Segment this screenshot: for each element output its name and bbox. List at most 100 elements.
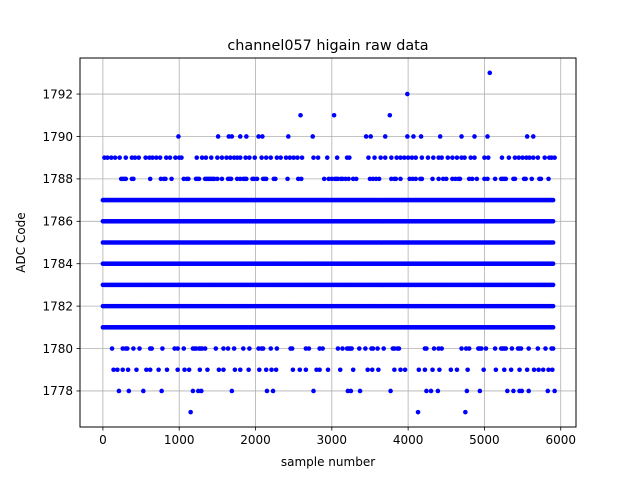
data-point	[487, 70, 493, 76]
data-point	[536, 367, 541, 373]
data-point	[270, 388, 276, 394]
data-point	[419, 155, 425, 160]
data-point	[538, 176, 544, 182]
data-point	[317, 367, 322, 373]
data-point	[512, 176, 518, 182]
data-point	[159, 388, 164, 394]
data-point	[376, 367, 381, 373]
data-point	[466, 346, 472, 351]
data-point	[382, 155, 388, 160]
data-point	[205, 367, 210, 373]
data-point	[450, 155, 455, 160]
data-point	[506, 155, 512, 160]
data-point	[436, 176, 441, 182]
y-tick-label: 1782	[42, 299, 73, 313]
data-point	[462, 155, 467, 160]
data-point	[120, 367, 126, 373]
data-point	[115, 367, 120, 373]
data-point	[264, 388, 270, 394]
data-point	[346, 176, 351, 182]
y-tick-label: 1778	[42, 384, 73, 398]
data-point	[402, 367, 408, 373]
data-point	[123, 155, 129, 160]
data-point	[431, 155, 436, 160]
data-point	[512, 155, 518, 160]
data-point	[252, 155, 258, 160]
data-point	[306, 346, 312, 351]
data-point	[411, 134, 416, 139]
data-point	[229, 388, 235, 394]
data-point	[531, 367, 537, 373]
data-point	[244, 134, 249, 139]
data-point	[413, 176, 419, 182]
data-point	[298, 112, 303, 118]
data-point	[485, 176, 490, 182]
data-point	[169, 176, 174, 182]
data-point	[463, 409, 468, 415]
data-point	[244, 176, 249, 182]
x-axis-label: sample number	[281, 455, 375, 469]
data-point	[290, 367, 296, 373]
data-point	[511, 388, 516, 394]
data-point	[246, 367, 251, 373]
data-point	[109, 346, 115, 351]
data-point	[303, 367, 309, 373]
y-tick-label: 1788	[42, 172, 73, 186]
data-point	[116, 388, 122, 394]
data-point	[173, 155, 178, 160]
x-tick-label: 4000	[393, 433, 424, 447]
data-point	[543, 346, 548, 351]
data-point	[131, 346, 136, 351]
data-point	[503, 176, 509, 182]
data-point	[299, 155, 305, 160]
data-point	[472, 134, 477, 139]
data-point	[424, 346, 429, 351]
data-point	[550, 346, 556, 351]
data-point	[274, 155, 280, 160]
data-point	[366, 155, 371, 160]
data-point	[393, 176, 399, 182]
data-point	[526, 346, 531, 351]
data-point	[286, 134, 291, 139]
data-point	[143, 155, 148, 160]
data-point	[175, 367, 180, 373]
data-point	[409, 155, 415, 160]
data-point	[247, 155, 252, 160]
data-point	[363, 134, 369, 139]
data-point	[419, 176, 425, 182]
data-point	[378, 155, 383, 160]
data-points	[100, 70, 557, 415]
data-point	[472, 155, 477, 160]
data-point	[311, 388, 316, 394]
data-point	[197, 367, 203, 373]
data-point	[263, 367, 269, 373]
data-point	[524, 367, 530, 373]
data-point	[274, 346, 280, 351]
data-point	[141, 388, 146, 394]
data-point	[550, 367, 555, 373]
data-point	[298, 176, 304, 182]
data-point	[263, 155, 269, 160]
data-point	[503, 346, 509, 351]
data-point	[263, 176, 269, 182]
data-point	[542, 155, 548, 160]
data-point	[372, 155, 377, 160]
y-tick-label: 1792	[42, 87, 73, 101]
data-point	[518, 346, 524, 351]
data-point	[524, 134, 530, 139]
data-point	[552, 155, 557, 160]
x-tick-label: 1000	[164, 433, 195, 447]
data-point	[416, 367, 422, 373]
data-point	[523, 176, 528, 182]
data-point	[396, 346, 402, 351]
data-point	[269, 367, 274, 373]
data-point	[550, 282, 556, 288]
data-point	[231, 346, 237, 351]
data-point	[368, 134, 374, 139]
data-point	[443, 176, 449, 182]
data-point	[297, 367, 303, 373]
data-point	[112, 155, 118, 160]
data-point	[219, 176, 225, 182]
data-point	[123, 176, 129, 182]
data-point	[363, 346, 368, 351]
